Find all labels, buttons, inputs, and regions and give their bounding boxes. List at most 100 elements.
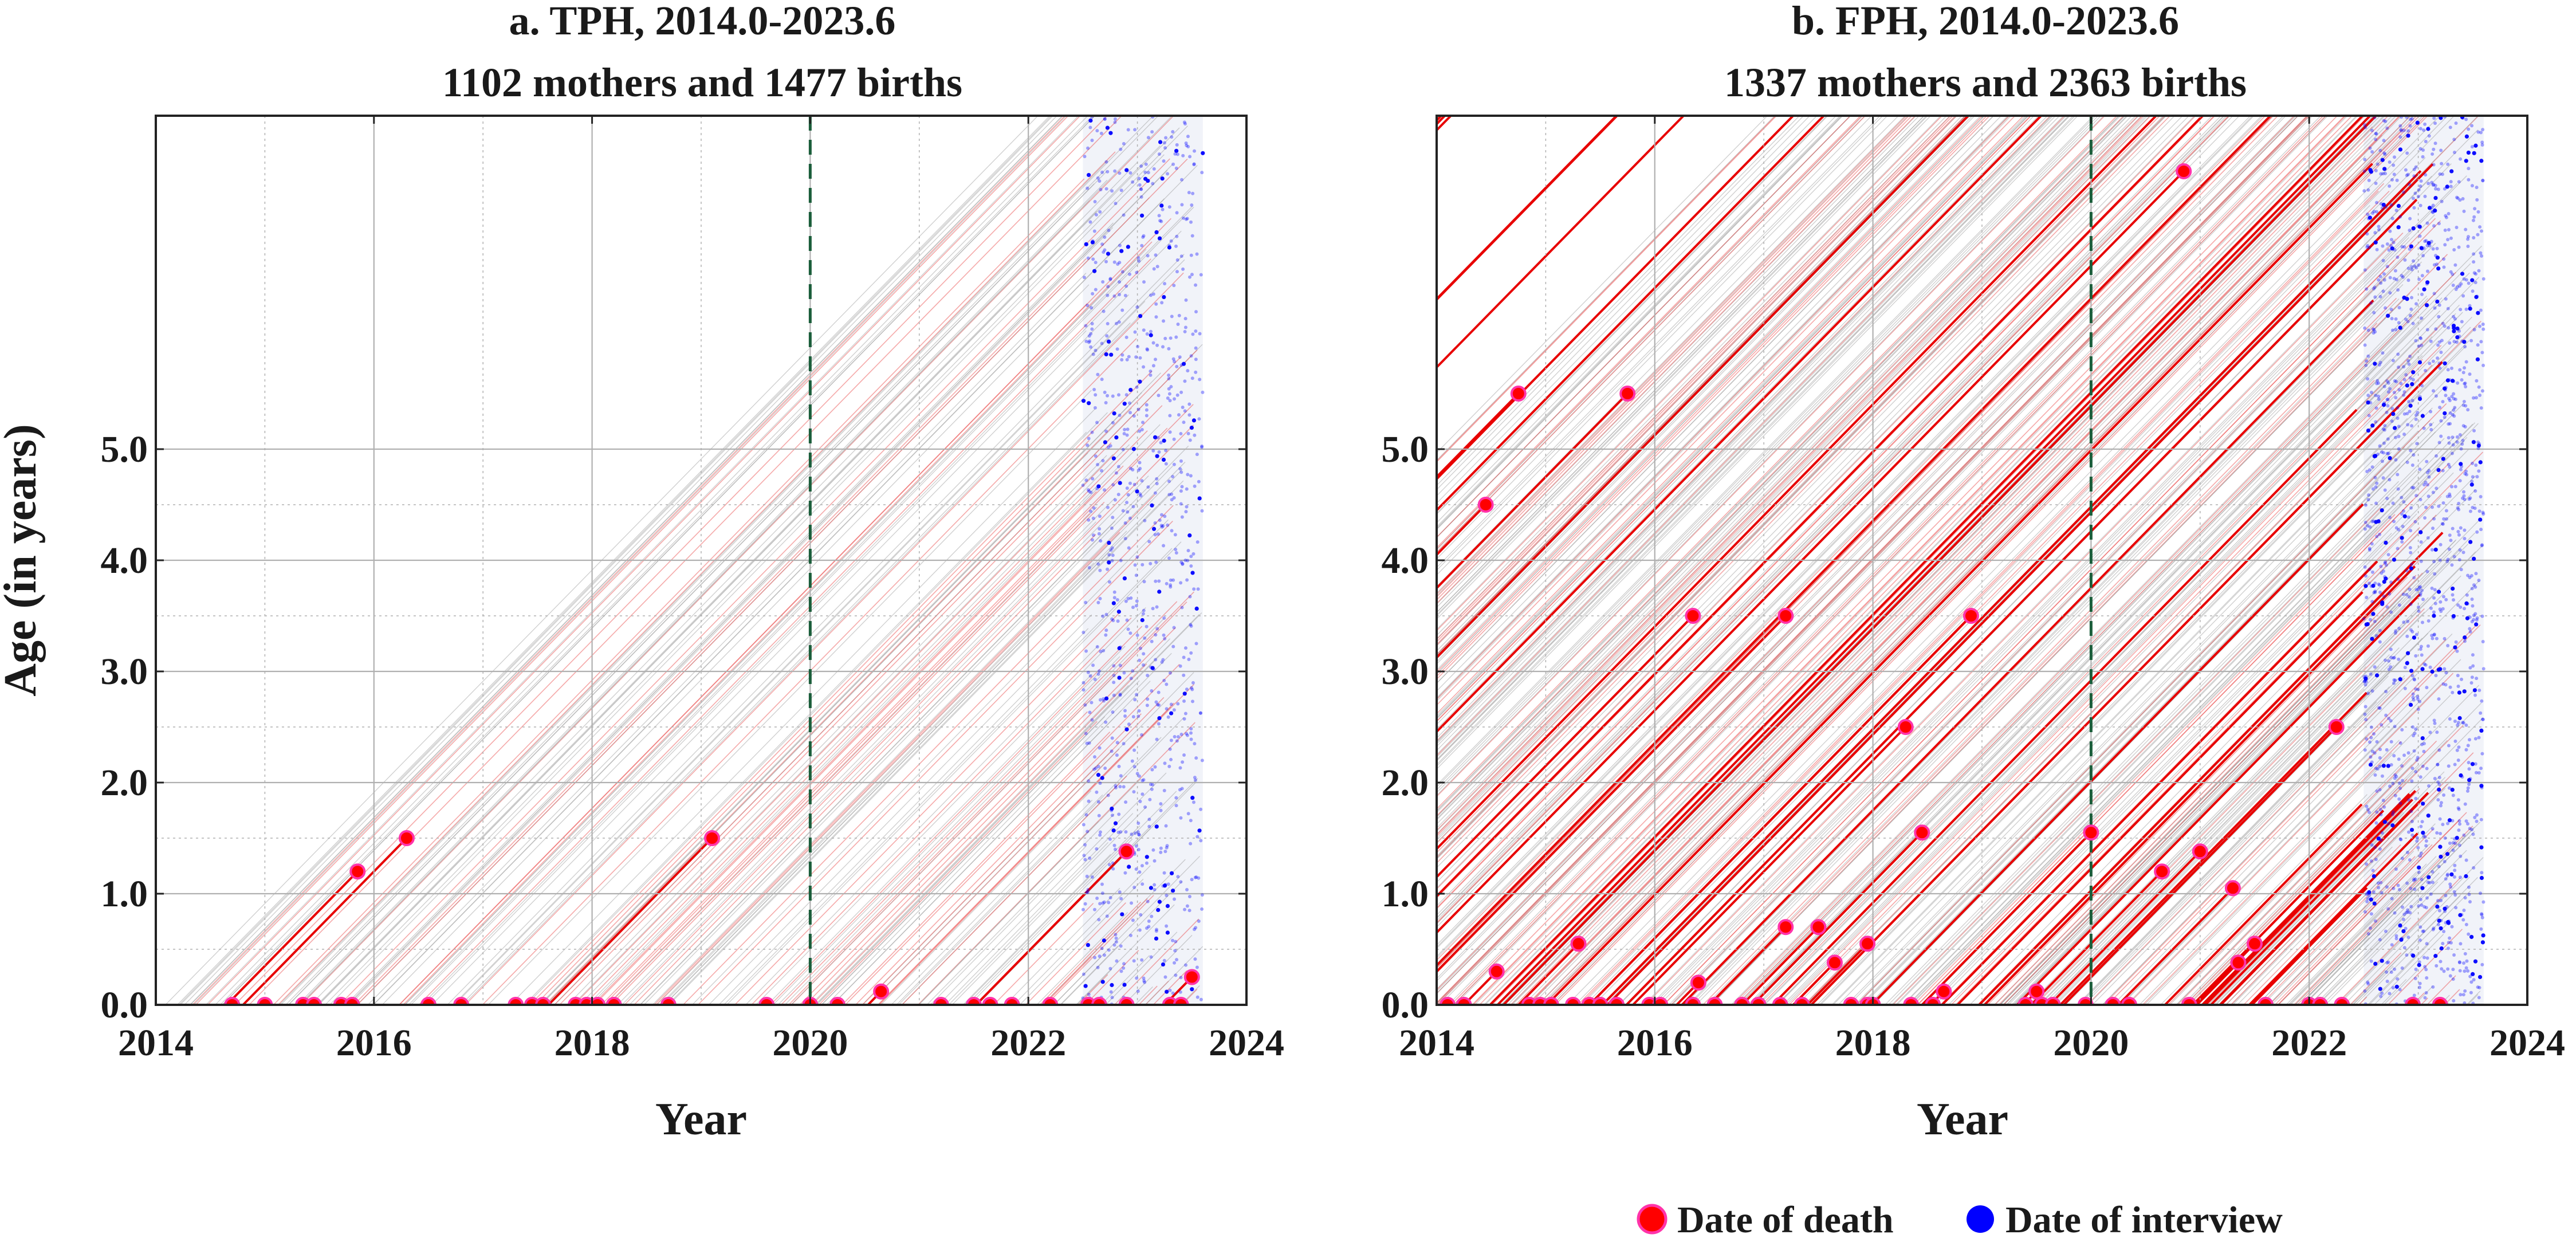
interview-dot: [1186, 145, 1190, 149]
interview-dot: [1182, 120, 1186, 124]
lexis-line: [2052, 634, 2417, 1005]
interview-dot: [2472, 614, 2476, 618]
interview-dot: [1104, 401, 1108, 405]
interview-dot: [2388, 456, 2392, 461]
interview-dot: [1167, 376, 1171, 380]
interview-dot: [1146, 178, 1150, 183]
lexis-line: [799, 711, 1088, 1005]
interview-dot: [1175, 270, 1179, 274]
interview-dot: [1164, 449, 1168, 453]
lexis-line: [2415, 1004, 2416, 1005]
interview-dot: [1180, 606, 1184, 610]
interview-dot: [2410, 953, 2414, 957]
interview-dot: [2432, 596, 2436, 600]
interview-dot: [1096, 372, 1100, 376]
interview-dot: [2456, 506, 2460, 510]
interview-dot: [1179, 880, 1183, 884]
interview-dot: [1172, 496, 1176, 500]
lexis-line: [1437, 116, 2308, 1004]
interview-dot: [2412, 698, 2416, 702]
interview-dot: [1189, 737, 1193, 741]
interview-dot: [1112, 674, 1116, 678]
interview-dot: [1182, 655, 1186, 659]
interview-dot: [2414, 302, 2418, 306]
interview-dot: [2407, 595, 2411, 599]
lexis-line: [1537, 116, 2411, 1005]
lexis-line: [2035, 608, 2425, 1005]
lexis-line: [510, 408, 1095, 1005]
lexis-line: [1437, 116, 2229, 923]
lexis-line: [2392, 1004, 2393, 1005]
interview-dot: [2425, 269, 2429, 273]
death-point: [2154, 863, 2170, 880]
interview-dot: [2451, 616, 2455, 620]
interview-dot: [2451, 435, 2455, 439]
interview-dot: [1163, 883, 1167, 887]
interview-dot: [2390, 823, 2395, 828]
interview-dot: [1165, 989, 1169, 994]
lexis-line: [1437, 116, 1917, 605]
interview-dot: [1111, 828, 1116, 833]
interview-dot: [2439, 148, 2443, 152]
interview-dot: [2436, 356, 2440, 360]
interview-dot: [1129, 677, 1133, 681]
interview-dot: [2439, 609, 2443, 613]
interview-dot: [2383, 488, 2387, 492]
interview-dot: [2418, 127, 2422, 131]
interview-dot: [2402, 514, 2407, 518]
interview-dot: [1081, 823, 1086, 827]
interview-dot: [1163, 282, 1167, 286]
interview-dot: [1135, 385, 1139, 389]
interview-dot: [1092, 767, 1096, 771]
interview-dot: [2448, 936, 2452, 940]
interview-dot: [2389, 665, 2393, 669]
interview-dot: [2448, 841, 2452, 845]
interview-dot: [1193, 484, 1197, 488]
interview-dot: [2434, 187, 2438, 191]
interview-dot: [2477, 269, 2481, 273]
interview-dot: [1081, 688, 1086, 692]
interview-dot: [2443, 361, 2447, 365]
interview-dot: [1150, 768, 1154, 772]
interview-dot: [1111, 421, 1115, 425]
interview-dot: [1108, 444, 1112, 448]
interview-dot: [2367, 414, 2371, 418]
lexis-line: [2185, 702, 2482, 1005]
interview-dot: [1135, 599, 1139, 603]
lexis-line: [410, 206, 1194, 1005]
lexis-line: [2467, 994, 2479, 1005]
interview-dot: [1155, 454, 1159, 458]
interview-dot: [2447, 744, 2451, 748]
interview-dot: [1098, 596, 1102, 600]
interview-dot: [2365, 899, 2369, 903]
interview-dot: [2364, 718, 2368, 722]
lexis-line: [2185, 779, 2408, 1005]
interview-dot: [1094, 393, 1098, 397]
interview-dot: [2463, 802, 2467, 806]
interview-dot: [2397, 797, 2401, 801]
interview-dot: [1100, 891, 1104, 895]
lexis-line: [2274, 844, 2433, 1005]
interview-dot: [2375, 740, 2379, 744]
interview-dot: [2447, 786, 2451, 790]
interview-dot: [1096, 672, 1100, 676]
interview-dot: [2375, 481, 2379, 485]
interview-dot: [1104, 352, 1108, 357]
interview-dot: [2427, 134, 2431, 138]
interview-dot: [2371, 211, 2375, 215]
interview-dot: [1134, 604, 1138, 608]
interview-dot: [2464, 601, 2469, 606]
interview-dot: [2412, 635, 2417, 640]
interview-dot: [2406, 172, 2410, 176]
interview-dot: [2420, 667, 2425, 671]
interview-dot: [2471, 461, 2475, 465]
interview-dot: [1162, 159, 1166, 163]
lexis-line: [195, 116, 1069, 1005]
interview-dot: [2378, 764, 2382, 768]
interview-dot: [2365, 287, 2369, 291]
interview-dot: [2472, 396, 2476, 400]
interview-dot: [1181, 406, 1185, 410]
interview-dot: [1169, 583, 1173, 587]
interview-dot: [2381, 202, 2386, 207]
interview-dot: [2402, 128, 2406, 132]
